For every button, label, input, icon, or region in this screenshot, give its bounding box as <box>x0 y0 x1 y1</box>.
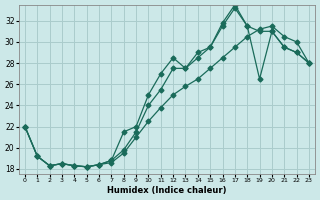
X-axis label: Humidex (Indice chaleur): Humidex (Indice chaleur) <box>107 186 227 195</box>
